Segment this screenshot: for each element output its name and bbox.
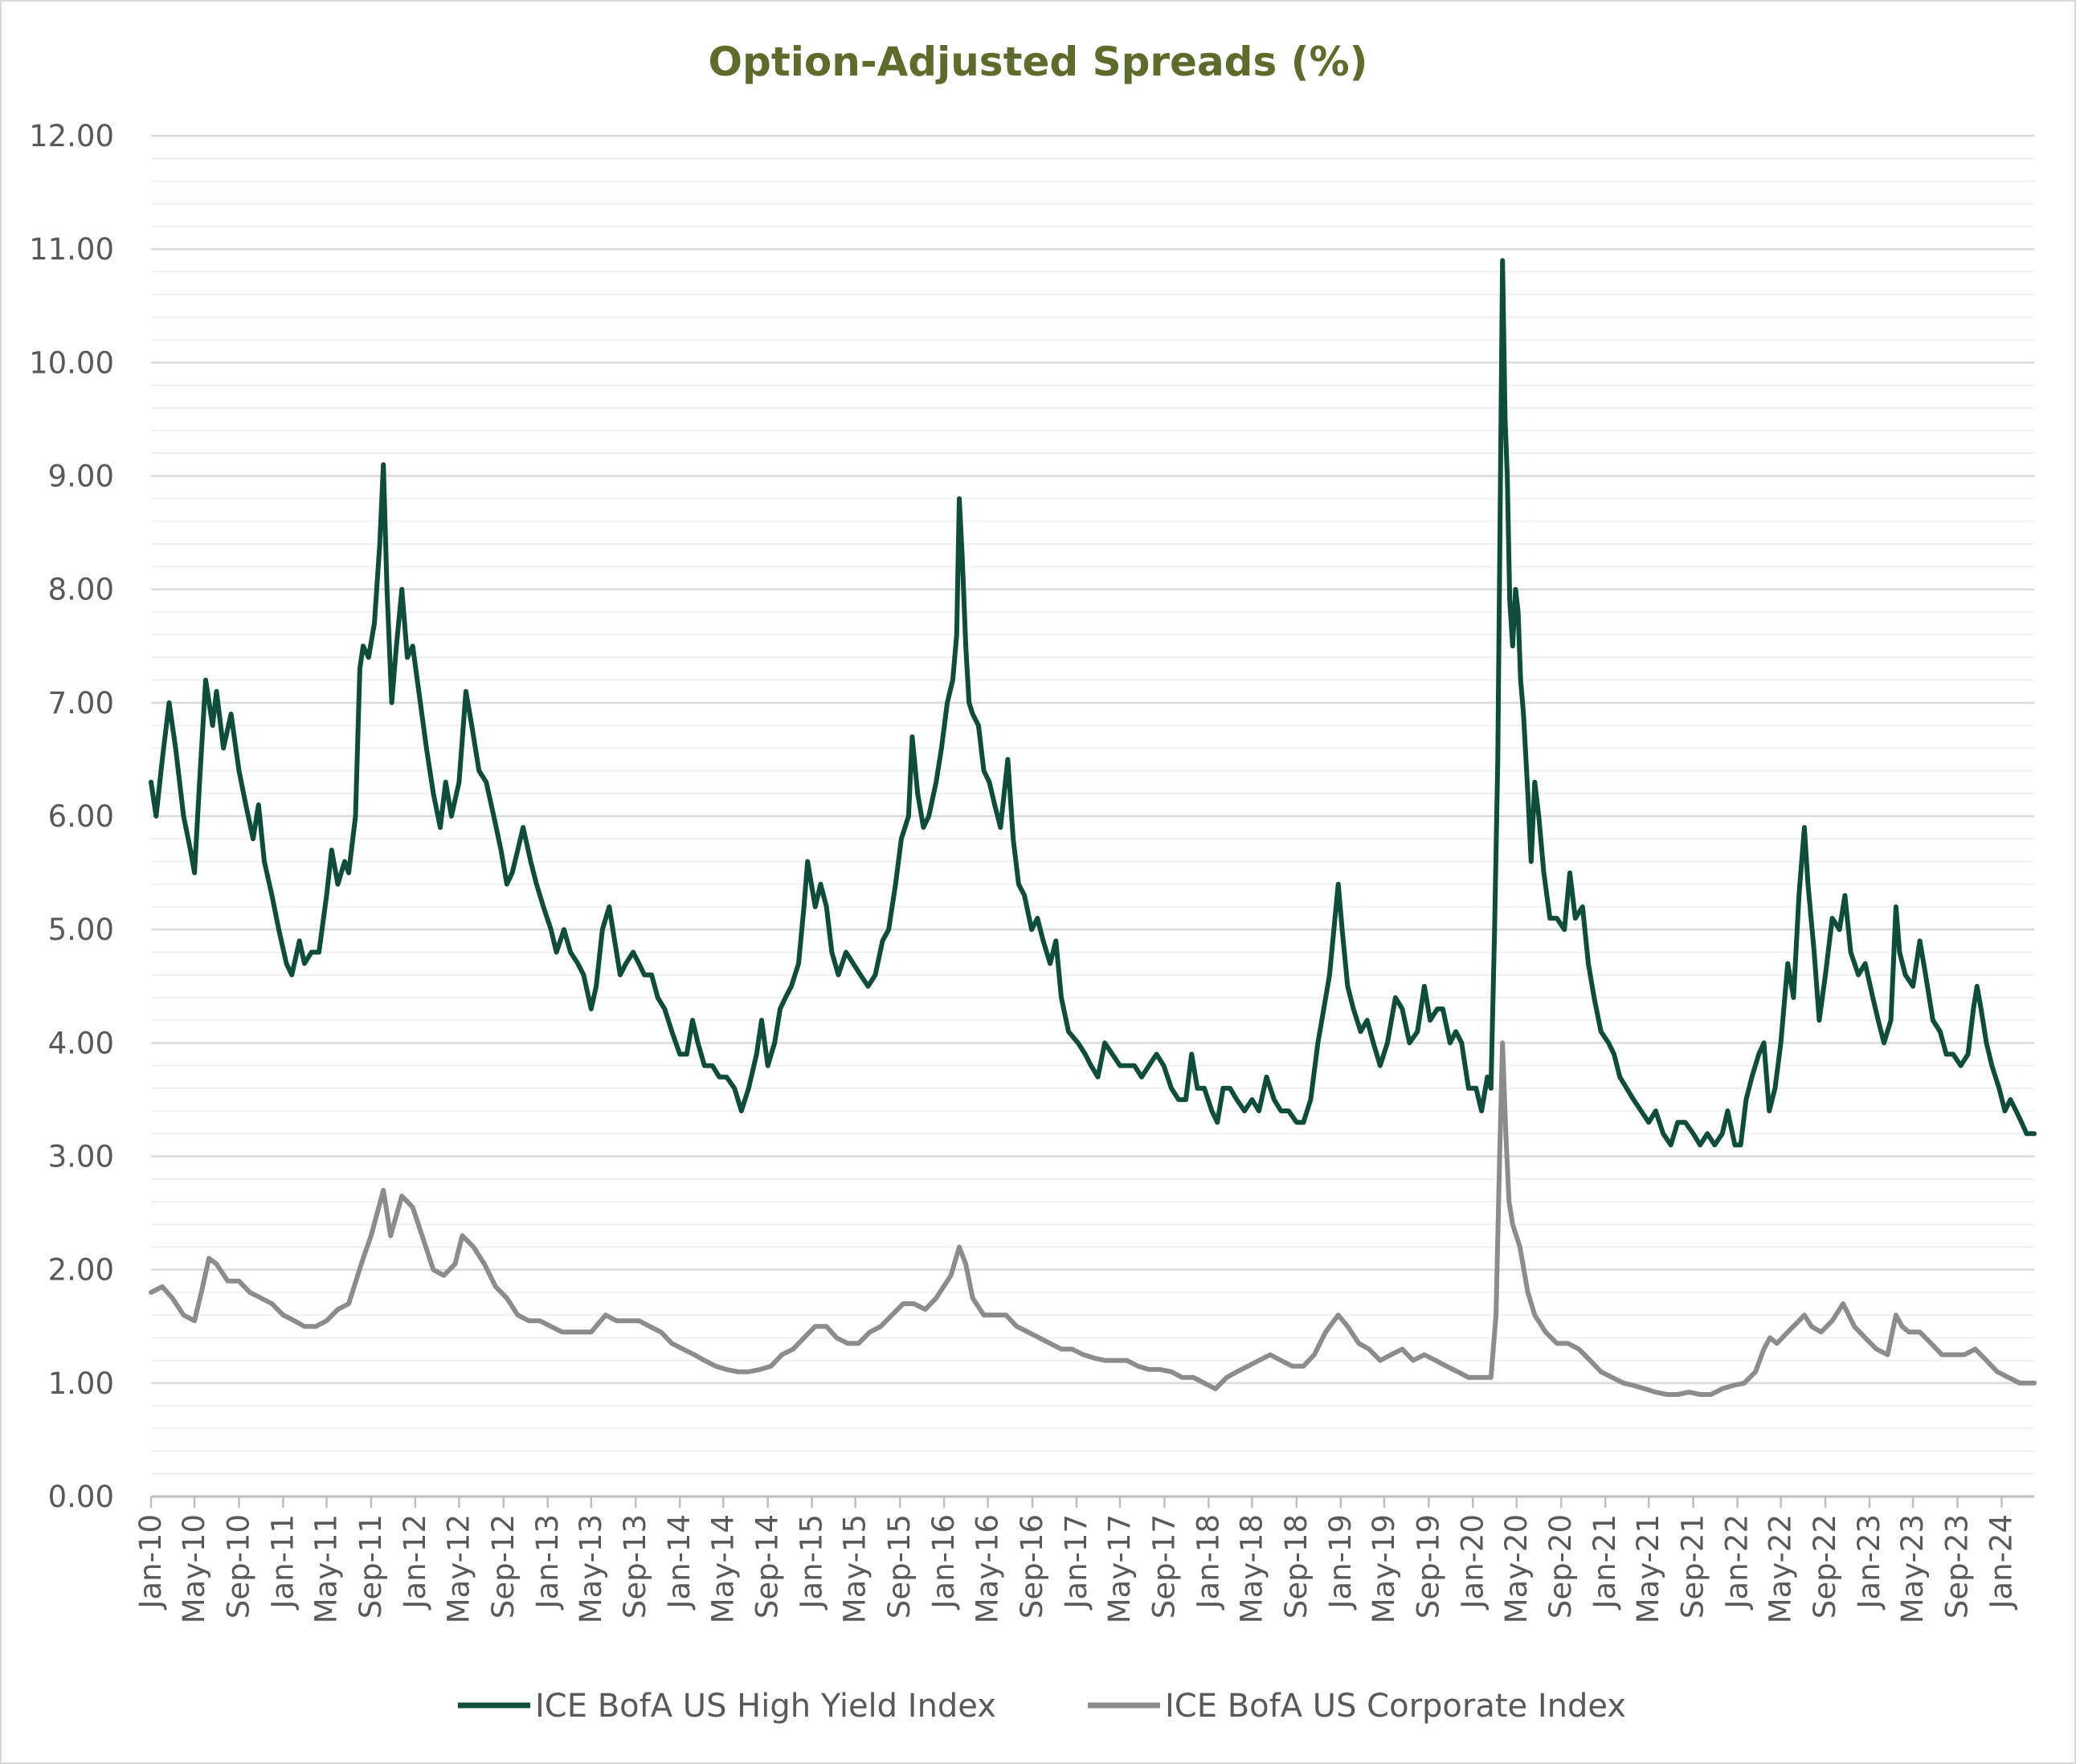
x-tick-label: May-15 [838, 1514, 872, 1623]
y-tick-label: 0.00 [48, 1480, 114, 1514]
high-yield-series-line [149, 258, 2037, 1148]
x-tick-label: Sep-11 [353, 1514, 388, 1619]
x-tick-label: Sep-20 [1543, 1514, 1578, 1619]
x-tick-label: Sep-15 [882, 1514, 917, 1619]
y-tick-label: 5.00 [48, 913, 114, 947]
x-tick-label: Jan-18 [1191, 1514, 1225, 1610]
x-tick-label: May-21 [1631, 1514, 1665, 1623]
x-tick-label: Jan-24 [1984, 1514, 2018, 1610]
x-tick-label: Jan-21 [1588, 1514, 1622, 1610]
x-tick-label: Jan-14 [662, 1514, 697, 1610]
corporate-series-line [149, 1040, 2037, 1397]
x-tick-label: May-12 [441, 1514, 476, 1623]
legend: ICE BofA US High Yield Index ICE BofA US … [458, 1688, 1626, 1725]
x-tick-label: Sep-12 [486, 1514, 521, 1619]
x-tick-label: May-18 [1234, 1514, 1269, 1623]
x-tick-label: Jan-12 [398, 1514, 432, 1610]
x-tick-label: May-13 [574, 1514, 608, 1623]
x-tick-label: May-22 [1763, 1514, 1798, 1623]
y-tick-label: 9.00 [48, 459, 114, 494]
x-tick-label: Sep-22 [1808, 1514, 1842, 1619]
y-tick-label: 1.00 [48, 1366, 114, 1401]
x-tick-label: Jan-13 [530, 1514, 565, 1610]
legend-label-high-yield: ICE BofA US High Yield Index [535, 1688, 996, 1725]
y-tick-label: 3.00 [48, 1140, 114, 1174]
x-tick-label: Jan-22 [1720, 1514, 1755, 1610]
y-tick-label: 10.00 [29, 345, 114, 380]
x-tick-label: Jan-16 [926, 1514, 961, 1610]
x-tick-label: May-16 [971, 1514, 1005, 1623]
series-lines [149, 258, 2037, 1397]
x-tick-label: Sep-17 [1146, 1514, 1181, 1619]
legend-label-corporate: ICE BofA US Corporate Index [1165, 1688, 1626, 1725]
x-tick-label: Sep-21 [1676, 1514, 1710, 1619]
y-tick-label: 6.00 [48, 799, 114, 834]
x-tick-label: May-23 [1895, 1514, 1930, 1623]
x-tick-label: May-14 [705, 1514, 740, 1623]
y-axis-tick-labels: 0.00 1.00 2.00 3.00 4.00 5.00 6.00 7.00 8.00 9.00… [29, 119, 114, 1514]
x-tick-label: Sep-19 [1411, 1514, 1445, 1619]
minor-gridlines [151, 157, 2034, 1475]
x-tick-label: May-10 [177, 1514, 211, 1623]
major-gridlines [151, 134, 2034, 1385]
x-tick-label: Jan-17 [1059, 1514, 1093, 1610]
x-tick-label: Sep-18 [1279, 1514, 1314, 1619]
y-tick-label: 12.00 [29, 119, 114, 153]
x-axis: Jan-10 May-10 Sep-10 Jan-11 May-11 Sep-11 Jan-… [133, 1495, 2034, 1623]
x-tick-label: Sep-16 [1015, 1514, 1049, 1619]
y-tick-label: 2.00 [48, 1253, 114, 1288]
x-tick-label: Jan-19 [1323, 1514, 1358, 1610]
x-tick-label: Jan-23 [1852, 1514, 1886, 1610]
x-tick-label: May-11 [309, 1514, 343, 1623]
x-tick-label: May-19 [1367, 1514, 1401, 1623]
x-tick-label: Jan-15 [795, 1514, 829, 1610]
x-tick-label: Jan-20 [1455, 1514, 1490, 1610]
x-tick-label: Jan-11 [265, 1514, 300, 1610]
x-tick-label: Sep-10 [221, 1514, 255, 1619]
x-tick-label: Sep-23 [1939, 1514, 1974, 1619]
y-tick-label: 4.00 [48, 1026, 114, 1060]
y-tick-label: 8.00 [48, 573, 114, 607]
chart-title: Option-Adjusted Spreads (%) [709, 39, 1368, 85]
x-tick-label: May-20 [1499, 1514, 1534, 1623]
x-tick-label: May-17 [1102, 1514, 1137, 1623]
x-tick-label: Sep-14 [750, 1514, 785, 1619]
x-tick-label: Sep-13 [618, 1514, 652, 1619]
x-tick-label: Jan-10 [133, 1514, 168, 1610]
y-tick-label: 7.00 [48, 686, 114, 721]
y-tick-label: 11.00 [29, 232, 114, 267]
